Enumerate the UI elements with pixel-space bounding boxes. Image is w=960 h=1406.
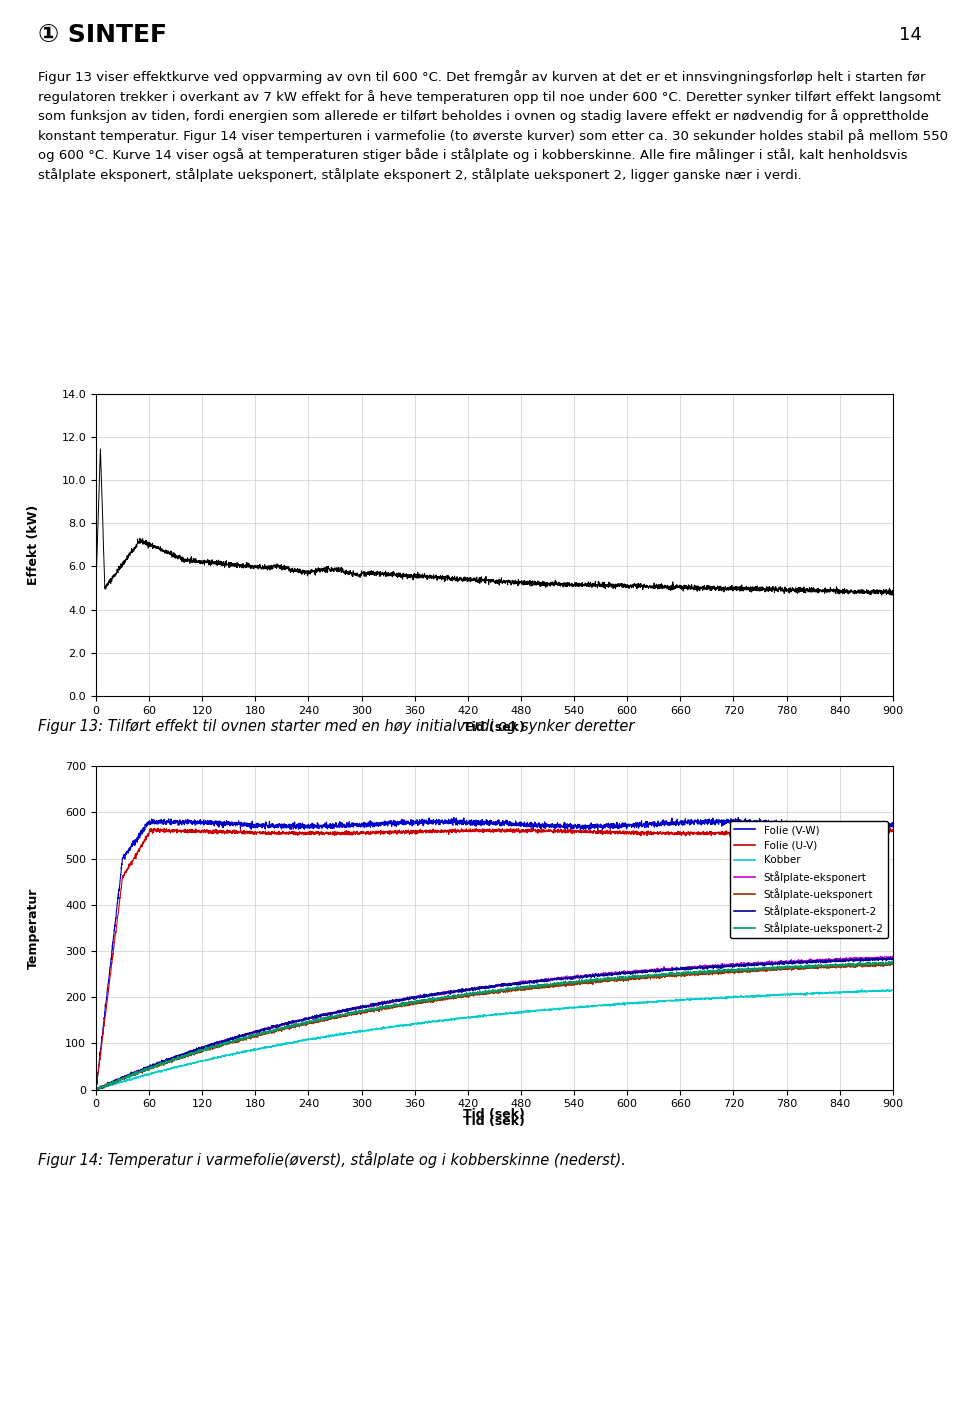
Kobber (669, 991, 681, 1008)
Stålplate-eksponert-2 (862, 952, 874, 969)
Stålplate-ueksponert-2 (93, 1081, 105, 1098)
Stålplate-ueksponert-2 (886, 953, 898, 970)
Text: 14: 14 (899, 27, 922, 44)
Stålplate-eksponert (885, 948, 897, 965)
Stålplate-eksponert (425, 987, 437, 1004)
X-axis label: Tid (sek): Tid (sek) (464, 1115, 525, 1128)
Stålplate-eksponert-2 (823, 952, 834, 969)
Stålplate-ueksponert-2 (669, 966, 681, 983)
Line: Kobber: Kobber (96, 990, 893, 1091)
Folie (V-W) (431, 813, 443, 830)
Line: Stålplate-ueksponert-2: Stålplate-ueksponert-2 (96, 962, 893, 1090)
Kobber (863, 983, 875, 1000)
Y-axis label: Temperatur: Temperatur (27, 887, 40, 969)
Folie (U-V) (669, 825, 681, 842)
Stålplate-ueksponert-2 (469, 986, 481, 1002)
Stålplate-eksponert-2 (425, 986, 437, 1002)
Folie (U-V) (887, 823, 899, 839)
Folie (V-W) (469, 817, 481, 834)
Folie (U-V) (468, 821, 480, 838)
Stålplate-ueksponert (669, 966, 681, 983)
Stålplate-ueksponert-2 (863, 955, 875, 972)
Stålplate-ueksponert (885, 955, 897, 972)
Stålplate-ueksponert (469, 986, 481, 1002)
Kobber (425, 1014, 437, 1031)
Folie (V-W) (823, 818, 834, 835)
Line: Stålplate-eksponert-2: Stålplate-eksponert-2 (96, 957, 893, 1090)
Stålplate-eksponert-2 (90, 1081, 102, 1098)
Stålplate-eksponert-2 (669, 960, 681, 977)
Stålplate-eksponert (823, 952, 834, 969)
X-axis label: Tid (sek): Tid (sek) (464, 721, 525, 734)
Stålplate-ueksponert (823, 960, 834, 977)
Folie (U-V) (425, 824, 437, 841)
Stålplate-ueksponert-2 (823, 957, 834, 974)
Folie (V-W) (863, 817, 875, 834)
Stålplate-ueksponert (425, 993, 437, 1010)
Legend: Folie (V-W), Folie (U-V), Kobber, Stålplate-eksponert, Stålplate-ueksponert, Stå: Folie (V-W), Folie (U-V), Kobber, Stålpl… (731, 821, 888, 938)
Stålplate-ueksponert-2 (432, 991, 444, 1008)
Text: Tid (sek): Tid (sek) (464, 1108, 525, 1121)
Folie (U-V) (90, 1081, 102, 1098)
Line: Stålplate-ueksponert: Stålplate-ueksponert (96, 963, 893, 1091)
Stålplate-ueksponert-2 (90, 1080, 102, 1097)
Line: Folie (V-W): Folie (V-W) (96, 817, 893, 1091)
Kobber (823, 984, 834, 1001)
Stålplate-ueksponert (863, 957, 875, 974)
Kobber (432, 1012, 444, 1029)
Kobber (90, 1081, 102, 1098)
Stålplate-ueksponert (91, 1083, 103, 1099)
Stålplate-ueksponert-2 (887, 955, 899, 972)
Folie (U-V) (431, 824, 443, 841)
Stålplate-eksponert-2 (887, 950, 899, 967)
Folie (U-V) (526, 820, 538, 837)
Text: Figur 13: Tilført effekt til ovnen starter med en høy initialverdi og synker der: Figur 13: Tilført effekt til ovnen start… (38, 718, 635, 734)
Kobber (882, 981, 894, 998)
Line: Stålplate-eksponert: Stålplate-eksponert (96, 956, 893, 1090)
Stålplate-ueksponert (887, 956, 899, 973)
Folie (V-W) (425, 814, 437, 831)
Y-axis label: Effekt (kW): Effekt (kW) (27, 505, 40, 585)
Line: Folie (U-V): Folie (U-V) (96, 828, 893, 1090)
Stålplate-eksponert (669, 962, 681, 979)
Folie (V-W) (448, 808, 460, 825)
Text: Figur 13 viser effektkurve ved oppvarming av ovn til 600 °C. Det fremgår av kurv: Figur 13 viser effektkurve ved oppvarmin… (38, 70, 948, 181)
Folie (U-V) (823, 824, 834, 841)
Folie (U-V) (863, 823, 875, 839)
Stålplate-eksponert (432, 987, 444, 1004)
Stålplate-eksponert-2 (468, 981, 480, 998)
Stålplate-eksponert (469, 980, 481, 997)
Kobber (887, 981, 899, 998)
Stålplate-eksponert (90, 1081, 102, 1098)
Folie (V-W) (90, 1083, 102, 1099)
Stålplate-ueksponert (90, 1081, 102, 1098)
Stålplate-ueksponert-2 (425, 991, 437, 1008)
Stålplate-eksponert-2 (431, 986, 443, 1002)
Stålplate-eksponert (863, 949, 875, 966)
Folie (V-W) (887, 814, 899, 831)
Text: ① SINTEF: ① SINTEF (38, 22, 167, 48)
Text: Figur 14: Temperatur i varmefolie(øverst), stålplate og i kobberskinne (nederst): Figur 14: Temperatur i varmefolie(øverst… (38, 1150, 626, 1168)
Stålplate-eksponert (887, 950, 899, 967)
Kobber (90, 1083, 102, 1099)
Stålplate-eksponert-2 (872, 949, 883, 966)
Stålplate-eksponert (90, 1081, 102, 1098)
Folie (V-W) (669, 815, 681, 832)
Kobber (469, 1008, 481, 1025)
Stålplate-ueksponert (432, 991, 444, 1008)
